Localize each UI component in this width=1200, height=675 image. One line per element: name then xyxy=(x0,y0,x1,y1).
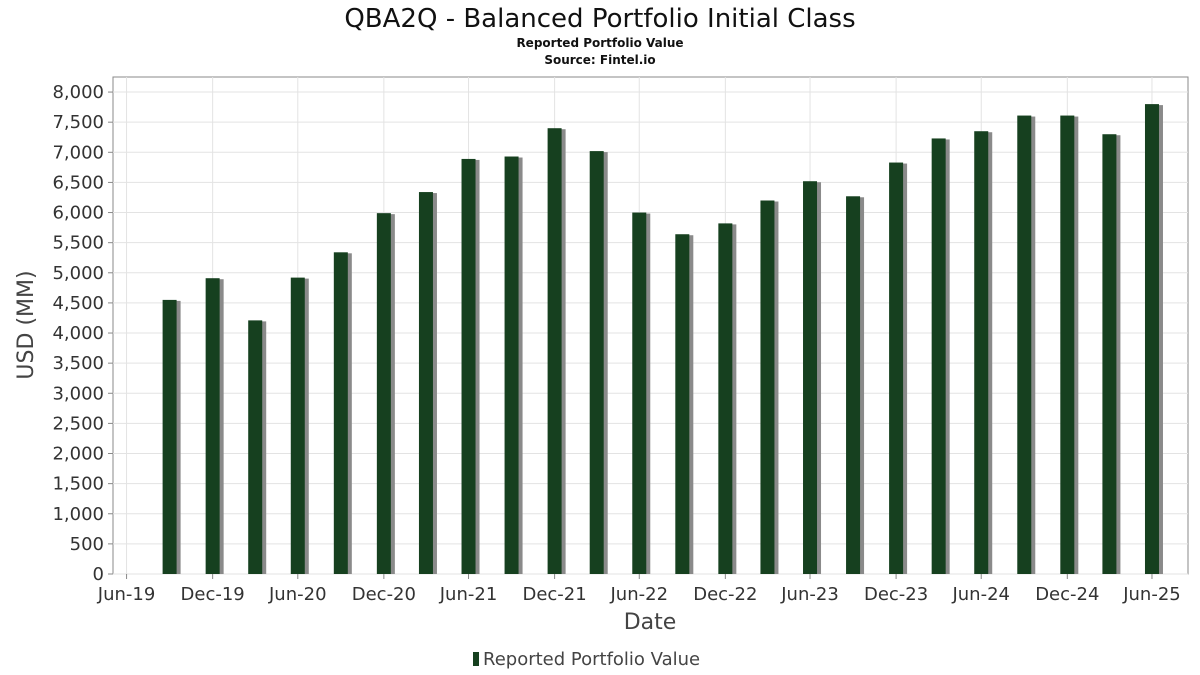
bar xyxy=(1060,115,1075,575)
chart-title: QBA2Q - Balanced Portfolio Initial Class xyxy=(344,4,855,34)
y-tick-label: 5,500 xyxy=(52,233,104,254)
bar xyxy=(846,196,861,574)
x-tick-label: Dec-21 xyxy=(522,584,586,605)
y-tick-label: 8,000 xyxy=(52,82,104,103)
bar xyxy=(290,277,305,574)
x-tick-label: Dec-20 xyxy=(352,584,416,605)
bar xyxy=(803,181,818,574)
bar xyxy=(461,158,476,575)
x-tick-label: Dec-24 xyxy=(1035,584,1099,605)
bar xyxy=(974,131,989,574)
x-tick-label: Jun-25 xyxy=(1122,584,1181,605)
legend: Reported Portfolio Value xyxy=(473,649,700,670)
bar xyxy=(1102,134,1117,575)
y-tick-label: 2,000 xyxy=(52,444,104,465)
bar xyxy=(718,223,733,574)
y-tick-label: 4,000 xyxy=(52,323,104,344)
x-tick-label: Jun-24 xyxy=(951,584,1010,605)
legend-swatch xyxy=(473,652,479,666)
y-axis-ticks: 0 500 1,000 1,500 2,000 2,500 3,000 3,500 4,000 4… xyxy=(52,82,113,585)
x-tick-label: Jun-23 xyxy=(780,584,839,605)
y-tick-label: 6,000 xyxy=(52,203,104,224)
bar xyxy=(589,151,604,574)
y-axis-label: USD (MM) xyxy=(14,270,39,379)
y-tick-label: 7,500 xyxy=(52,112,104,133)
y-tick-label: 3,000 xyxy=(52,383,104,404)
y-tick-label: 7,000 xyxy=(52,142,104,163)
y-tick-label: 6,500 xyxy=(52,172,104,193)
x-tick-label: Dec-22 xyxy=(693,584,757,605)
bar xyxy=(1144,104,1159,574)
bar xyxy=(675,234,690,574)
x-axis-label: Date xyxy=(624,610,677,635)
y-tick-label: 1,500 xyxy=(52,474,104,495)
y-tick-label: 4,500 xyxy=(52,293,104,314)
y-tick-label: 500 xyxy=(70,534,104,555)
x-tick-label: Jun-22 xyxy=(610,584,669,605)
bar xyxy=(376,213,391,574)
bar xyxy=(333,252,348,574)
y-tick-label: 3,500 xyxy=(52,353,104,374)
bars xyxy=(162,104,1163,575)
bar xyxy=(760,200,775,575)
y-tick-label: 0 xyxy=(93,564,104,585)
x-axis-ticks: Jun-19 Dec-19 Jun-20 Dec-20 Jun-21 Dec-21 Jun-… xyxy=(97,574,1181,605)
x-tick-label: Dec-23 xyxy=(864,584,928,605)
legend-label: Reported Portfolio Value xyxy=(483,649,700,670)
bar xyxy=(1017,115,1032,575)
bar xyxy=(547,128,562,574)
y-tick-label: 1,000 xyxy=(52,504,104,525)
bar xyxy=(418,192,433,574)
x-tick-label: Jun-19 xyxy=(97,584,156,605)
y-tick-label: 5,000 xyxy=(52,263,104,284)
bar xyxy=(632,212,647,574)
bar xyxy=(248,320,263,574)
x-tick-label: Jun-20 xyxy=(268,584,327,605)
chart-source: Source: Fintel.io xyxy=(544,53,655,67)
y-tick-label: 2,500 xyxy=(52,413,104,434)
bar xyxy=(205,278,220,574)
bar xyxy=(504,156,519,574)
x-tick-label: Dec-19 xyxy=(181,584,245,605)
x-tick-label: Jun-21 xyxy=(439,584,498,605)
chart-subtitle: Reported Portfolio Value xyxy=(516,36,683,50)
bar xyxy=(889,162,904,574)
bar xyxy=(162,299,177,574)
bar xyxy=(931,138,946,574)
